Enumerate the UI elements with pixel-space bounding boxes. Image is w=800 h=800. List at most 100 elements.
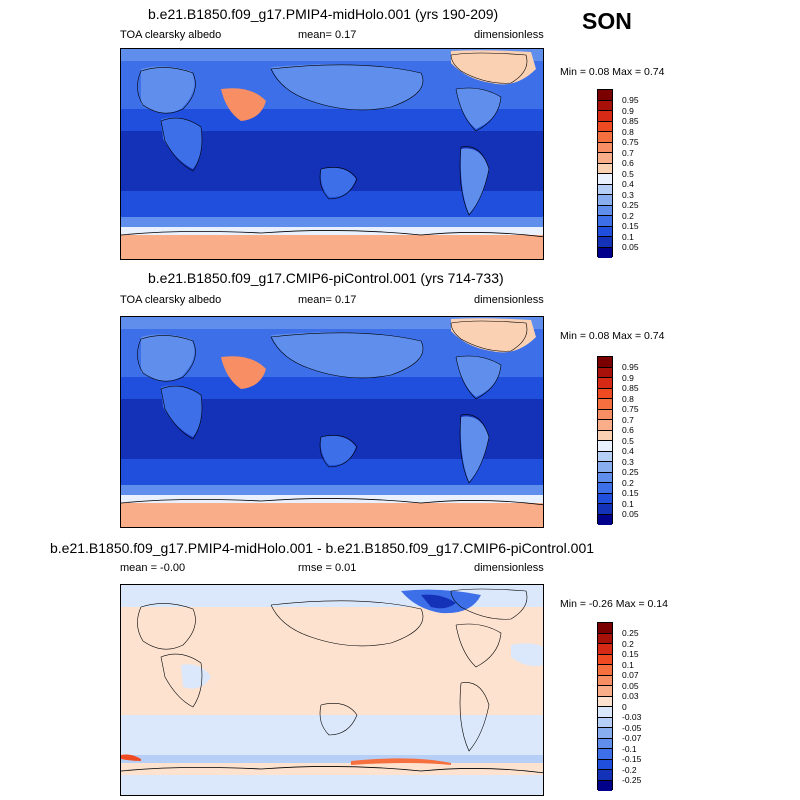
colorbar-swatch: [598, 247, 612, 258]
colorbar-swatch: [598, 90, 612, 101]
colorbar-swatch: [598, 770, 612, 781]
colorbar-tick-label: -0.05: [622, 722, 642, 733]
colorbar-swatch: [598, 184, 612, 195]
panel-2-map-plot: [121, 317, 543, 527]
colorbar-swatch: [598, 462, 612, 473]
colorbar-swatch: [598, 388, 612, 399]
colorbar-tick-label: 0.4: [622, 179, 634, 189]
colorbar-swatch: [598, 675, 612, 686]
colorbar-tick-label: 0.8: [622, 126, 634, 137]
panel-3-minmax: Min = -0.26 Max = 0.14: [560, 598, 668, 610]
colorbar-tick-label: 0.15: [622, 488, 639, 498]
colorbar-tick-label: 0.15: [622, 649, 639, 659]
panel-1-mean-label: mean= 0.17: [298, 29, 357, 41]
colorbar-tick-label: 0.05: [622, 509, 639, 519]
colorbar-swatch: [598, 153, 612, 164]
panel-2-title: b.e21.B1850.f09_g17.CMIP6-piControl.001 …: [148, 270, 504, 286]
colorbar-tick-label: 0.9: [622, 372, 634, 383]
colorbar-swatch: [598, 493, 612, 504]
colorbar-tick-label: 0.1: [622, 498, 634, 509]
panel-2-map: [120, 316, 544, 528]
colorbar-tick-label: -0.15: [622, 754, 642, 764]
colorbar-swatch: [598, 174, 612, 185]
colorbar-swatch: [598, 205, 612, 216]
colorbar-swatch: [598, 216, 612, 227]
colorbar-swatch: [598, 696, 612, 707]
colorbar-tick-label: 0: [622, 701, 627, 712]
colorbar-swatch: [598, 472, 612, 483]
colorbar-tick-label: 0.05: [622, 242, 639, 252]
colorbar-swatch: [598, 514, 612, 525]
colorbar-swatch: [598, 142, 612, 153]
colorbar-tick-label: 0.05: [622, 680, 639, 691]
colorbar-swatch: [598, 623, 612, 634]
panel-2-colorbar-labels: 0.95 0.9 0.85 0.8 0.75 0.7 0.6 0.5 0.4 0.3 0.25 0.2…: [622, 362, 639, 520]
colorbar-swatch: [598, 357, 612, 368]
colorbar-swatch: [598, 111, 612, 122]
colorbar-tick-label: -0.2: [622, 764, 637, 775]
colorbar-tick-label: 0.03: [622, 691, 639, 701]
colorbar-tick-label: 0.25: [622, 200, 639, 210]
colorbar-swatch: [598, 132, 612, 143]
colorbar-tick-label: 0.2: [622, 638, 634, 649]
panel-3-rmse-label: rmse = 0.01: [298, 562, 357, 574]
panel-2-variable-label: TOA clearsky albedo: [120, 294, 222, 306]
panel-2-colorbar: [597, 356, 613, 525]
colorbar-swatch: [598, 378, 612, 389]
colorbar-tick-label: 0.95: [622, 362, 639, 372]
colorbar-swatch: [598, 399, 612, 410]
panel-1-map: [120, 48, 544, 260]
colorbar-swatch: [598, 654, 612, 665]
panel-3-map-plot: [121, 585, 543, 795]
colorbar-tick-label: -0.1: [622, 743, 637, 754]
panel-1-map-plot: [121, 49, 543, 259]
panel-2-units-label: dimensionless: [474, 294, 544, 306]
colorbar-swatch: [598, 504, 612, 515]
panel-1-units-label: dimensionless: [474, 29, 544, 41]
panel-1-title: b.e21.B1850.f09_g17.PMIP4-midHolo.001 (y…: [148, 6, 499, 22]
colorbar-tick-label: 0.95: [622, 95, 639, 105]
season-label: SON: [582, 8, 632, 34]
colorbar-swatch: [598, 237, 612, 248]
colorbar-tick-label: 0.07: [622, 670, 639, 680]
colorbar-tick-label: 0.75: [622, 137, 639, 147]
colorbar-swatch: [598, 420, 612, 431]
colorbar-tick-label: 0.85: [622, 383, 639, 393]
colorbar-tick-label: -0.03: [622, 712, 642, 722]
panel-1-colorbar-labels: 0.95 0.9 0.85 0.8 0.75 0.7 0.6 0.5 0.4 0.3 0.25 0.2…: [622, 95, 639, 253]
colorbar-tick-label: 0.9: [622, 105, 634, 116]
colorbar-tick-label: 0.6: [622, 158, 634, 168]
colorbar-swatch: [598, 163, 612, 174]
colorbar-tick-label: 0.5: [622, 168, 634, 179]
colorbar-swatch: [598, 121, 612, 132]
colorbar-tick-label: 0.25: [622, 467, 639, 477]
colorbar-swatch: [598, 226, 612, 237]
panel-3-colorbar: [597, 622, 613, 791]
colorbar-tick-label: 0.6: [622, 425, 634, 435]
colorbar-tick-label: 0.75: [622, 404, 639, 414]
panel-3-units-label: dimensionless: [474, 562, 544, 574]
colorbar-swatch: [598, 644, 612, 655]
colorbar-tick-label: 0.15: [622, 221, 639, 231]
colorbar-swatch: [598, 707, 612, 718]
colorbar-swatch: [598, 749, 612, 760]
colorbar-swatch: [598, 717, 612, 728]
colorbar-swatch: [598, 441, 612, 452]
colorbar-tick-label: 0.7: [622, 147, 634, 158]
colorbar-swatch: [598, 780, 612, 791]
colorbar-swatch: [598, 409, 612, 420]
colorbar-swatch: [598, 367, 612, 378]
colorbar-tick-label: 0.2: [622, 210, 634, 221]
panel-3-colorbar-labels: 0.25 0.2 0.15 0.1 0.07 0.05 0.03 0 -0.03 -0.05 -0.…: [622, 628, 641, 786]
colorbar-tick-label: 0.25: [622, 628, 639, 638]
panel-2-minmax: Min = 0.08 Max = 0.74: [560, 330, 665, 342]
panel-1-colorbar: [597, 89, 613, 258]
colorbar-swatch: [598, 451, 612, 462]
colorbar-swatch: [598, 759, 612, 770]
colorbar-swatch: [598, 430, 612, 441]
colorbar-swatch: [598, 738, 612, 749]
colorbar-swatch: [598, 665, 612, 676]
panel-2-mean-label: mean= 0.17: [298, 294, 357, 306]
colorbar-tick-label: 0.5: [622, 435, 634, 446]
colorbar-swatch: [598, 686, 612, 697]
